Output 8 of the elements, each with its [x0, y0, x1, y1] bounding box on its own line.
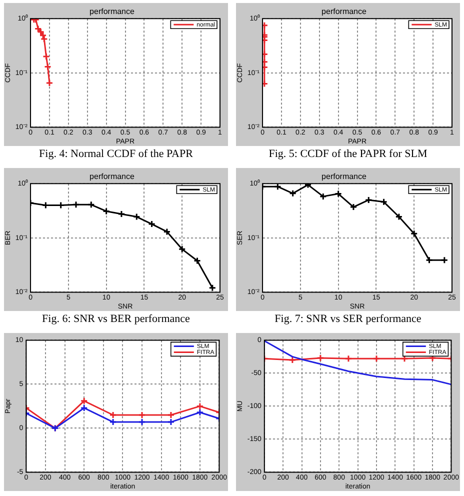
caption: Fig. 7: SNR vs SER performance	[274, 313, 422, 325]
caption: Fig. 4: Normal CCDF of the PAPR	[39, 148, 193, 160]
chart-title: performance	[322, 7, 367, 16]
chart-title: performance	[322, 172, 367, 182]
chart-title: performance	[90, 172, 135, 182]
caption: Fig. 6: SNR vs BER performance	[42, 313, 190, 325]
chart-title: performance	[90, 7, 135, 16]
caption: Fig. 5: CCDF of the PAPR for SLM	[268, 148, 428, 160]
